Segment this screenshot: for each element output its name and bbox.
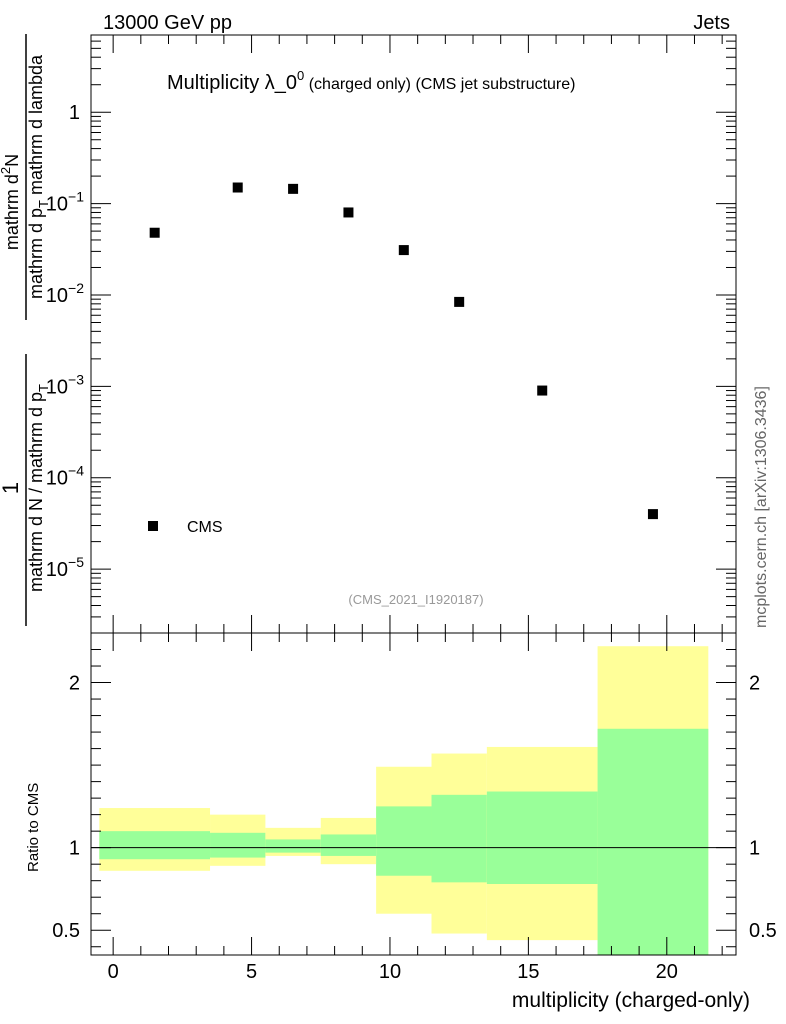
- ratio-y-axis-label: Ratio to CMS: [25, 783, 42, 872]
- main-y-tick-label: 10−4: [46, 463, 84, 490]
- ylabel-numerator-sup: 2: [0, 167, 13, 174]
- main-y-tick-exp: −2: [68, 280, 84, 296]
- ratio-inner-band: [597, 728, 709, 955]
- ratio-x-ticks: 0 5 10 15 20: [108, 633, 723, 983]
- data-point: [454, 296, 465, 307]
- ratio-y-tick-label-right: 0.5: [749, 920, 777, 942]
- legend-label: CMS: [187, 519, 223, 536]
- ratio-y-tick-label-right: 2: [749, 673, 760, 695]
- data-point: [647, 509, 658, 520]
- main-y-tick-exp: −1: [68, 189, 84, 205]
- ratio-inner-band: [210, 832, 266, 858]
- watermark: mcplots.cern.ch [arXiv:1306.3436]: [753, 386, 770, 628]
- ratio-y-tick-label: 0.5: [52, 920, 80, 942]
- main-y-tick-label: 10−3: [46, 371, 84, 398]
- ratio-inner-band: [486, 791, 598, 884]
- x-tick-label: 10: [379, 961, 401, 983]
- ylabel-denominator-main: mathrm d p: [26, 208, 46, 299]
- main-y-tick-label: 10−2: [46, 280, 84, 307]
- x-tick-label: 5: [246, 961, 257, 983]
- ratio-inner-band: [265, 839, 321, 853]
- main-y-tick-base: 10: [46, 559, 68, 581]
- ratio-inner-band: [99, 831, 211, 860]
- ratio-panel: 0.5 0.5 1 1 2 2 0 5 10 15 20: [52, 632, 777, 983]
- main-x-ticks: [112, 35, 723, 633]
- ratio-frame: [90, 632, 737, 956]
- ratio-y-tick-label: 1: [69, 838, 80, 860]
- ylabel-denominator-sub: T: [36, 200, 51, 208]
- plot-title-sub: (charged only) (CMS jet substructure): [304, 76, 575, 93]
- ratio-inner-band: [376, 806, 432, 876]
- main-y-tick-exp: −5: [68, 554, 84, 570]
- data-point: [343, 207, 354, 218]
- main-y-tick-base: 10: [46, 285, 68, 307]
- analysis-tag: (CMS_2021_I1920187): [348, 592, 483, 607]
- ratio-y-tick-label: 2: [69, 673, 80, 695]
- x-tick-label: 15: [517, 961, 539, 983]
- beam-energy-label: 13000 GeV pp: [103, 12, 232, 34]
- ratio-bands: [99, 646, 709, 955]
- ratio-inner-band: [320, 834, 377, 856]
- ylabel-numerator-main: mathrm d: [2, 174, 22, 250]
- main-y-axis-label: 1 mathrm d N / mathrm d pT mathrm d2N ma…: [0, 34, 51, 626]
- data-points: [149, 182, 658, 520]
- ylabel-prefactor-bottom-main: mathrm d N / mathrm d p: [26, 392, 46, 592]
- ylabel-denominator: mathrm d pT mathrm d lambda: [26, 54, 51, 299]
- ratio-inner-band: [431, 794, 487, 883]
- plot-title: Multiplicity λ_00 (charged only) (CMS je…: [167, 68, 575, 94]
- main-y-tick-base: 10: [46, 468, 68, 490]
- ratio-y-tick-label-right: 1: [749, 838, 760, 860]
- main-y-tick-label: 1: [69, 102, 80, 124]
- main-y-tick-base: 10: [46, 194, 68, 216]
- data-point: [537, 385, 548, 396]
- main-y-tick-exp: −4: [68, 463, 84, 479]
- ylabel-prefactor-bottom-sub: T: [36, 384, 51, 392]
- data-point: [398, 245, 409, 256]
- data-point: [149, 227, 160, 238]
- x-tick-label: 20: [656, 961, 678, 983]
- main-panel: 110−110−210−310−410−5 Multiplicity λ_00 …: [46, 34, 737, 634]
- legend-marker: [148, 521, 158, 531]
- main-y-tick-label: 10−5: [46, 554, 84, 581]
- ratio-y-ticks: 0.5 0.5 1 1 2 2: [52, 649, 777, 948]
- main-y-tick-base: 10: [46, 376, 68, 398]
- plot-title-main: Multiplicity λ_0: [167, 72, 297, 94]
- main-y-tick-exp: −3: [68, 371, 84, 387]
- main-frame: [90, 34, 737, 634]
- plot-title-sup: 0: [297, 68, 304, 83]
- x-tick-label: 0: [108, 961, 119, 983]
- x-axis-label: multiplicity (charged-only): [512, 989, 750, 1012]
- main-y-ticks: 110−110−210−310−410−5: [46, 34, 736, 634]
- main-y-tick-label: 10−1: [46, 189, 84, 216]
- ylabel-prefactor-bottom: mathrm d N / mathrm d pT: [26, 384, 51, 592]
- ylabel-numerator-end: N: [2, 154, 22, 167]
- data-point: [232, 182, 243, 193]
- process-label: Jets: [693, 12, 730, 34]
- ylabel-numerator: mathrm d2N: [0, 154, 22, 250]
- ylabel-denominator-end: mathrm d lambda: [26, 54, 46, 200]
- data-point: [288, 183, 299, 194]
- ylabel-prefactor-top: 1: [0, 482, 23, 494]
